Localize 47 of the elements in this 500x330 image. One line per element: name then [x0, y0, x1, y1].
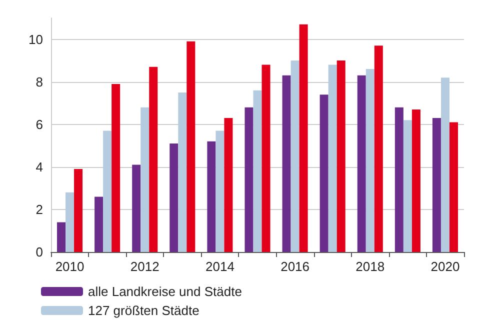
bar: [262, 64, 270, 252]
bar: [357, 75, 366, 252]
bar: [66, 192, 74, 252]
bar: [186, 41, 196, 252]
y-tick-label: 8: [36, 74, 43, 90]
bar: [224, 118, 233, 252]
x-tick-label: 2016: [280, 259, 310, 274]
bar: [207, 141, 216, 252]
bar: [299, 24, 308, 252]
bar: [366, 69, 374, 252]
bar: [149, 66, 158, 252]
bar: [132, 164, 141, 252]
bar: [74, 169, 83, 252]
bar: [440, 78, 450, 252]
bar: [328, 64, 337, 252]
bar: [178, 92, 187, 252]
bar: [282, 75, 291, 252]
bar: [394, 107, 404, 252]
x-tick-label: 2018: [356, 259, 385, 274]
bar: [336, 60, 346, 252]
x-tick-label: 2010: [55, 259, 84, 274]
y-tick-label: 10: [28, 32, 43, 47]
bar: [412, 109, 420, 252]
legend-label: alle Landkreise und Städte: [88, 284, 242, 299]
y-tick-label: 4: [36, 159, 43, 174]
bar: [140, 107, 150, 252]
bar: [290, 60, 300, 252]
bar: [449, 122, 458, 252]
bar: [112, 84, 120, 252]
bar: [320, 94, 328, 252]
bar: [57, 222, 66, 252]
bar: [253, 90, 262, 252]
bar: [374, 46, 383, 252]
bar: [432, 118, 441, 252]
x-tick-label: 2012: [130, 259, 160, 274]
bar: [216, 130, 224, 252]
x-tick-label: 2014: [205, 259, 234, 274]
y-tick-label: 6: [36, 116, 43, 132]
x-tick-label: 2020: [430, 259, 460, 274]
y-tick-label: 0: [36, 244, 43, 260]
bar: [244, 107, 254, 252]
bar: [94, 196, 104, 252]
bar: [170, 144, 178, 252]
bar: [403, 120, 412, 252]
legend-label: 127 größten Städte: [88, 303, 200, 318]
y-tick-label: 2: [36, 202, 43, 217]
bar: [103, 130, 112, 252]
